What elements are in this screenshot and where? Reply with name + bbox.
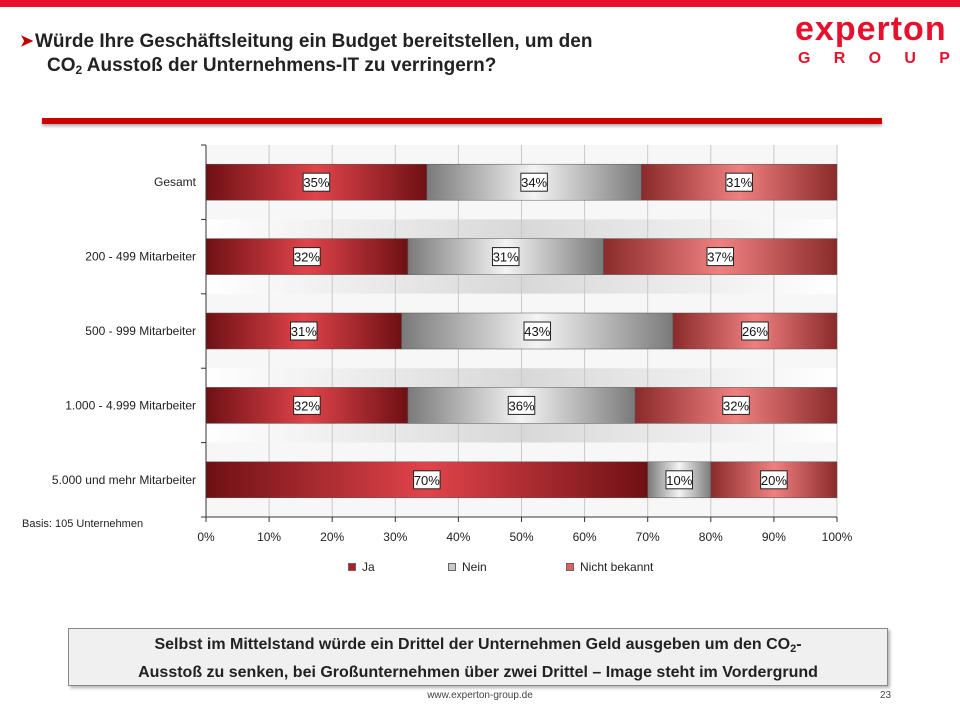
data-label: 70% xyxy=(414,473,440,488)
data-label-box xyxy=(722,395,750,415)
logo-wordmark: experton xyxy=(795,10,947,48)
data-label: 20% xyxy=(761,473,787,488)
title-line-2: CO2 Ausstoß der Unternehmens-IT zu verri… xyxy=(47,55,497,77)
page-number: 23 xyxy=(880,690,892,701)
data-label: 26% xyxy=(742,324,768,339)
data-label-box xyxy=(760,470,788,490)
data-label: 34% xyxy=(521,175,547,190)
x-tick-label: 100% xyxy=(822,530,853,544)
data-label: 10% xyxy=(666,473,692,488)
x-tick-label: 0% xyxy=(197,530,215,544)
experton-logo: experton G R O U P xyxy=(795,10,955,70)
footer-url[interactable]: www.experton-group.de xyxy=(427,690,533,701)
x-tick-label: 40% xyxy=(446,530,470,544)
data-label: 43% xyxy=(524,324,550,339)
data-label: 32% xyxy=(723,398,749,413)
category-label: 5.000 und mehr Mitarbeiter xyxy=(52,473,196,487)
data-label: 31% xyxy=(726,175,752,190)
x-tick-label: 50% xyxy=(509,530,533,544)
data-label-box xyxy=(293,247,321,267)
category-label: 1.000 - 4.999 Mitarbeiter xyxy=(65,398,196,412)
data-label: 37% xyxy=(707,250,733,265)
legend-item-ja: Ja xyxy=(348,560,375,574)
data-label-box xyxy=(413,470,441,490)
top-accent-bar xyxy=(0,0,960,7)
data-label-box xyxy=(706,247,735,267)
x-tick-label: 10% xyxy=(257,530,281,544)
data-label: 35% xyxy=(303,175,329,190)
x-tick-label: 20% xyxy=(320,530,344,544)
title-line-1: Würde Ihre Geschäftsleitung ein Budget b… xyxy=(35,31,593,52)
data-label-box xyxy=(520,172,548,192)
x-tick-label: 70% xyxy=(636,530,660,544)
data-label-box xyxy=(523,321,552,341)
data-label-box xyxy=(293,395,321,415)
callout-line-1: Selbst im Mittelstand würde ein Drittel … xyxy=(154,636,802,655)
data-label-box xyxy=(725,172,753,192)
category-label: 500 - 999 Mitarbeiter xyxy=(85,324,196,338)
data-label-box xyxy=(290,321,318,341)
data-label-box xyxy=(507,395,536,415)
legend-swatch-ja xyxy=(348,563,356,571)
x-tick-label: 30% xyxy=(383,530,407,544)
x-tick-label: 60% xyxy=(573,530,597,544)
legend-swatch-nicht-bekannt xyxy=(566,563,574,571)
x-tick-label: 90% xyxy=(762,530,786,544)
data-label: 31% xyxy=(291,324,317,339)
category-label: Gesamt xyxy=(154,175,197,189)
logo-group-letters: G R O U P xyxy=(798,50,950,67)
legend-swatch-nein xyxy=(448,563,456,571)
legend-item-nicht-bekannt: Nicht bekannt xyxy=(566,560,653,574)
category-label: 200 - 499 Mitarbeiter xyxy=(85,250,196,264)
title-divider xyxy=(42,118,882,124)
data-label-box xyxy=(491,247,520,267)
arrow-bullet-icon: ➤ xyxy=(20,33,34,50)
data-label-box xyxy=(302,172,331,192)
callout-line-2: Ausstoß zu senken, bei Großunternehmen ü… xyxy=(138,664,818,681)
data-label: 32% xyxy=(294,398,320,413)
data-label-box xyxy=(665,470,693,490)
data-label: 31% xyxy=(493,250,519,265)
chart-basis-note: Basis: 105 Unternehmen xyxy=(22,518,144,530)
x-tick-label: 80% xyxy=(699,530,723,544)
data-label: 32% xyxy=(294,250,320,265)
data-label: 36% xyxy=(508,398,534,413)
legend-item-nein: Nein xyxy=(448,560,487,574)
summary-callout: Selbst im Mittelstand würde ein Drittel … xyxy=(68,628,888,686)
data-label-box xyxy=(741,321,769,341)
